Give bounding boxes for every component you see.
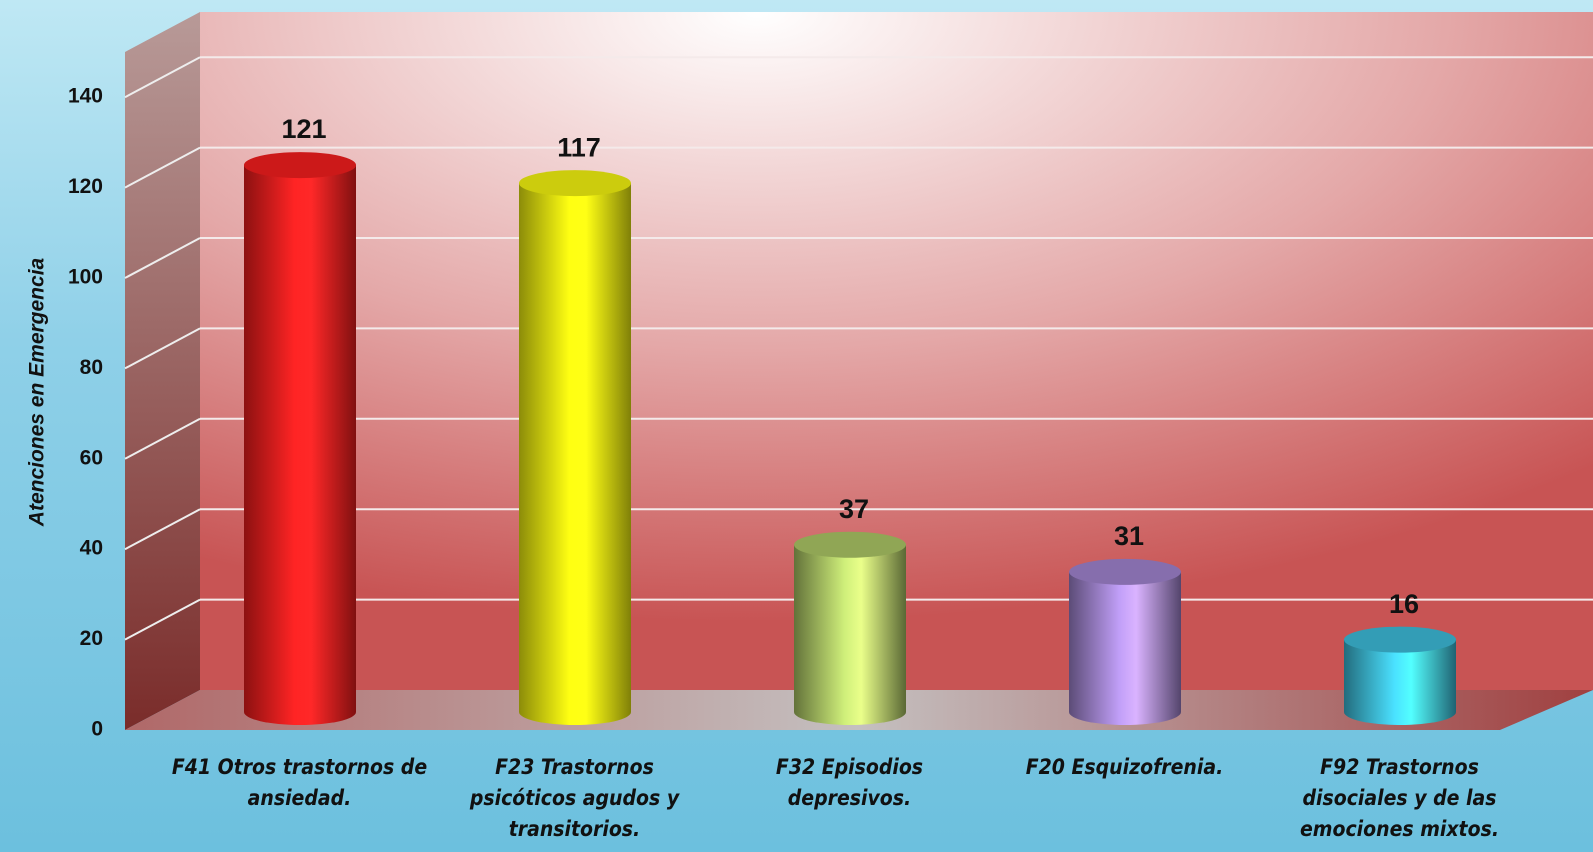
x-tick-label: F20 Esquizofrenia. (1025, 755, 1224, 779)
value-label: 117 (557, 132, 601, 162)
side-wall (125, 12, 200, 730)
y-tick-label: 80 (80, 356, 103, 379)
y-tick-label: 100 (68, 266, 103, 289)
bar-top (244, 152, 356, 179)
bar-top (1344, 626, 1456, 653)
bar-top (519, 170, 631, 197)
bar (519, 183, 631, 725)
grid-line-side (124, 598, 201, 641)
y-tick-label: 0 (91, 718, 103, 741)
bar-top (1069, 558, 1181, 585)
y-tick-label: 120 (68, 175, 103, 198)
y-axis-title: Atenciones en Emergencia (26, 257, 49, 527)
x-tick-label: F23 Trastornos psicóticos agudos y trans… (469, 755, 680, 841)
value-label: 121 (281, 114, 326, 144)
grid-line-side (124, 237, 201, 279)
y-tick-label: 140 (68, 85, 103, 108)
y-tick-label: 20 (80, 627, 103, 650)
value-label: 16 (1389, 589, 1419, 619)
bar (1069, 571, 1181, 725)
value-label: 37 (839, 494, 869, 524)
value-label: 31 (1114, 521, 1144, 551)
grid-line-side (124, 508, 201, 551)
grid-line-side (124, 56, 201, 99)
bar-top (794, 531, 906, 558)
grid-line-side (124, 146, 201, 189)
bar (1344, 639, 1456, 725)
bar (794, 544, 906, 725)
grid-line-side (124, 417, 201, 460)
y-tick-label: 40 (80, 537, 103, 560)
x-tick-label: F32 Episodios depresivos. (775, 755, 924, 810)
x-tick-label: F92 Trastornos disociales y de las emoci… (1299, 755, 1499, 841)
bar (244, 165, 356, 725)
grid-line-side (124, 327, 201, 370)
y-tick-label: 60 (80, 446, 103, 469)
x-tick-label: F41 Otros trastornos de ansiedad. (171, 755, 428, 810)
